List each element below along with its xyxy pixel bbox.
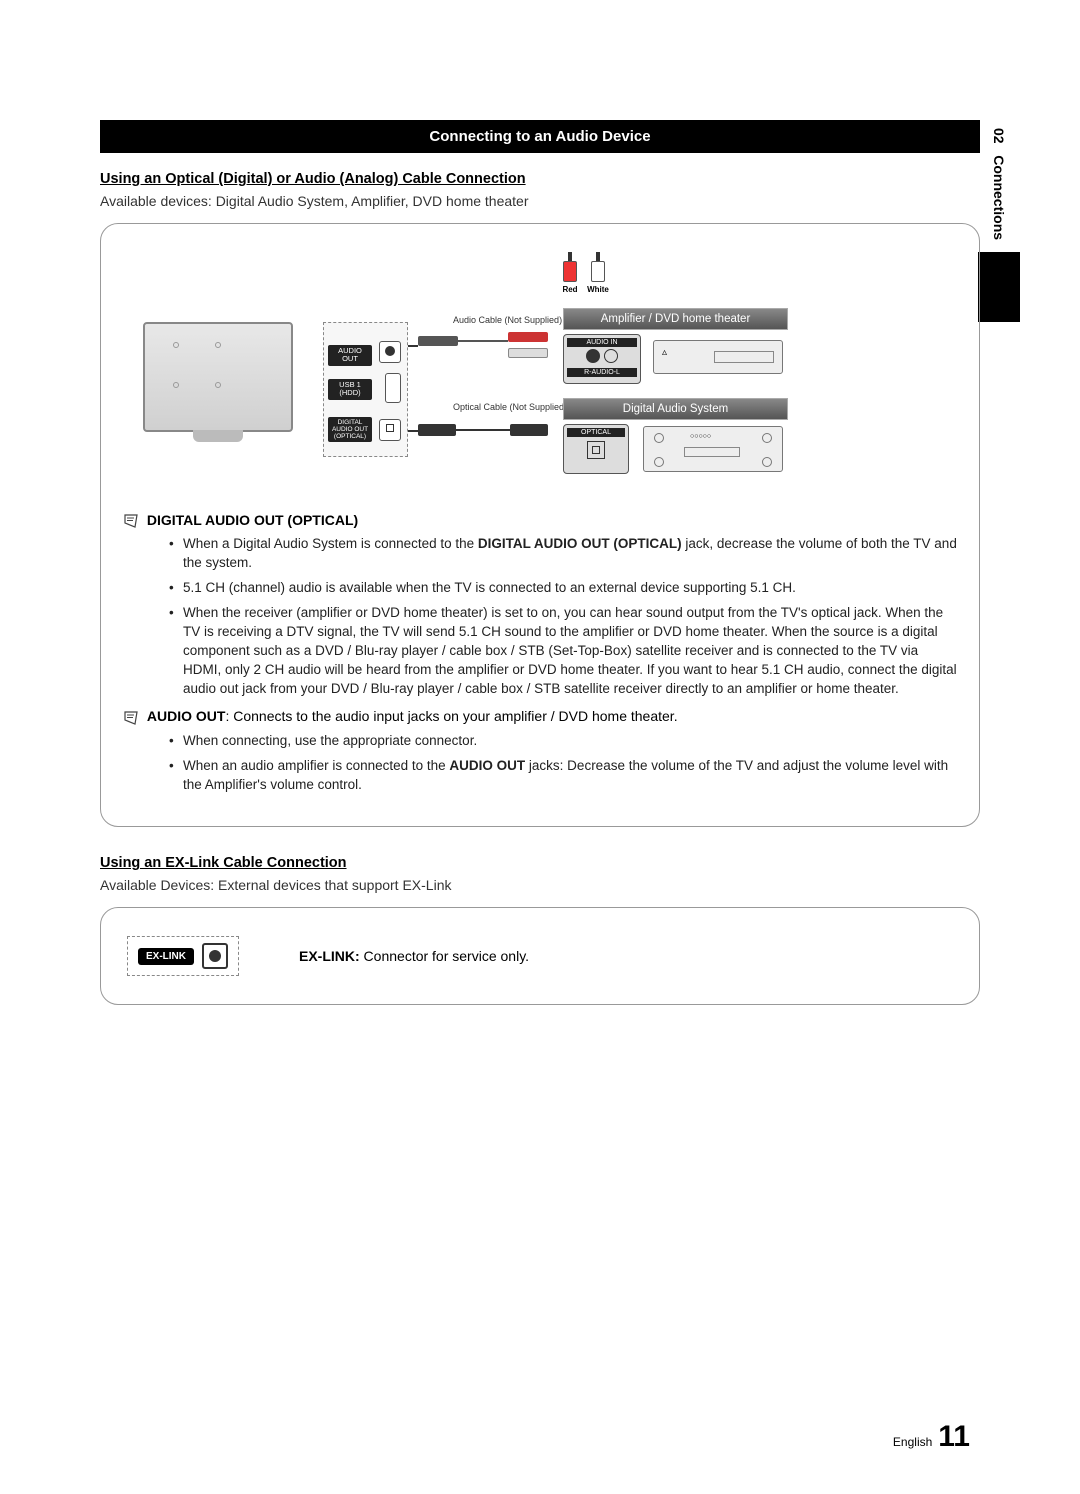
footer-language: English <box>893 1435 932 1449</box>
arrow-icon <box>408 430 418 432</box>
audio-out-port-icon <box>379 341 401 363</box>
exlink-description: EX-LINK: Connector for service only. <box>299 948 529 964</box>
digital-audio-title: Digital Audio System <box>563 398 788 420</box>
page-number: 11 <box>938 1420 970 1454</box>
amplifier-title: Amplifier / DVD home theater <box>563 308 788 330</box>
digital-audio-bullets: When a Digital Audio System is connected… <box>123 535 957 698</box>
rca-white-label: White <box>587 285 609 294</box>
rca-plugs: Red White <box>563 252 605 294</box>
digital-audio-body-icon: ○○○○○ <box>643 426 783 472</box>
amplifier-jacks: AUDIO IN R-AUDIO-L <box>563 334 641 384</box>
exlink-desc-label: EX-LINK: <box>299 948 360 964</box>
list-item: When the receiver (amplifier or DVD home… <box>169 604 957 698</box>
port-audio-out-label: AUDIO OUT <box>328 345 372 366</box>
connection-diagram: AUDIO OUT USB 1 (HDD) DIGITAL AUDIO OUT … <box>123 242 957 502</box>
port-digital-label: DIGITAL AUDIO OUT (OPTICAL) <box>328 417 372 442</box>
optical-cable-icon <box>418 422 548 438</box>
note-icon <box>123 513 139 529</box>
section-header: Connecting to an Audio Device <box>100 120 980 153</box>
exlink-jack-icon <box>202 943 228 969</box>
audio-in-label: AUDIO IN <box>567 338 637 347</box>
digital-audio-jack: OPTICAL <box>563 424 629 474</box>
r-audio-l-label: R-AUDIO-L <box>567 368 637 377</box>
available-devices-1: Available devices: Digital Audio System,… <box>100 193 980 209</box>
digital-audio-head-text: DIGITAL AUDIO OUT (OPTICAL) <box>147 512 358 528</box>
optical-cable-label: Optical Cable (Not Supplied) <box>453 402 567 412</box>
rca-red-icon: Red <box>563 252 577 294</box>
optical-jack-label: OPTICAL <box>567 428 625 437</box>
exlink-port-label: EX-LINK <box>138 948 194 965</box>
list-item: 5.1 CH (channel) audio is available when… <box>169 579 957 598</box>
subheading-exlink: Using an EX-Link Cable Connection <box>100 855 980 871</box>
port-usb-label: USB 1 (HDD) <box>328 379 372 400</box>
arrow-icon <box>408 345 418 347</box>
optical-port-icon <box>379 419 401 441</box>
list-item: When connecting, use the appropriate con… <box>169 732 957 751</box>
list-item: When an audio amplifier is connected to … <box>169 757 957 795</box>
page-footer: English 11 <box>893 1420 970 1454</box>
subheading-optical: Using an Optical (Digital) or Audio (Ana… <box>100 171 980 187</box>
list-item: When a Digital Audio System is connected… <box>169 535 957 573</box>
audio-out-bullets: When connecting, use the appropriate con… <box>123 732 957 795</box>
tv-icon <box>143 322 293 432</box>
note-icon <box>123 710 139 726</box>
page-content: Connecting to an Audio Device Using an O… <box>0 0 1080 1045</box>
digital-audio-note-head: DIGITAL AUDIO OUT (OPTICAL) <box>123 512 957 529</box>
tv-port-panel: AUDIO OUT USB 1 (HDD) DIGITAL AUDIO OUT … <box>323 322 408 457</box>
diagram-container: AUDIO OUT USB 1 (HDD) DIGITAL AUDIO OUT … <box>100 223 980 827</box>
exlink-desc-rest: Connector for service only. <box>360 948 529 964</box>
amplifier-body-icon: ▵ <box>653 340 783 374</box>
audio-cable-label: Audio Cable (Not Supplied) <box>453 315 562 325</box>
exlink-container: EX-LINK EX-LINK: Connector for service o… <box>100 907 980 1005</box>
usb-port-icon <box>385 373 401 403</box>
rca-white-icon: White <box>591 252 605 294</box>
audio-cable-icon <box>418 332 548 370</box>
rca-red-label: Red <box>562 285 577 294</box>
audio-out-label: AUDIO OUT <box>147 708 226 724</box>
available-devices-2: Available Devices: External devices that… <box>100 877 980 893</box>
audio-out-rest: : Connects to the audio input jacks on y… <box>225 708 677 724</box>
audio-out-note-head: AUDIO OUT: Connects to the audio input j… <box>123 708 957 725</box>
exlink-port-panel: EX-LINK <box>127 936 239 976</box>
